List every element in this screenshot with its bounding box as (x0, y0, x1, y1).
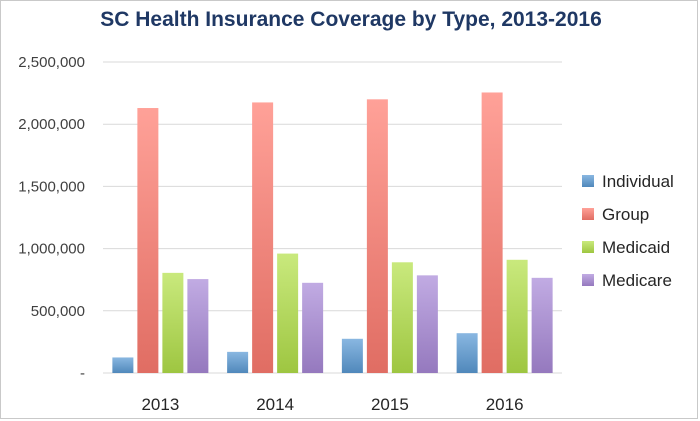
chart-title: SC Health Insurance Coverage by Type, 20… (100, 8, 602, 31)
bar-group-2015 (366, 99, 388, 373)
y-tick-label: 2,500,000 (18, 54, 85, 71)
y-tick-label: 1,500,000 (18, 178, 85, 195)
bar-group-2016 (481, 92, 503, 373)
legend-label-medicare: Medicare (602, 271, 672, 290)
bar-medicaid-2015 (391, 262, 413, 373)
x-tick-label: 2014 (256, 395, 294, 414)
legend-swatch-group (582, 208, 594, 220)
x-tick-label: 2016 (486, 395, 524, 414)
bar-individual-2016 (456, 333, 478, 373)
legend-swatch-individual (582, 175, 594, 187)
legend-swatch-medicare (582, 274, 594, 286)
bar-individual-2015 (341, 338, 363, 373)
legend-label-group: Group (602, 205, 649, 224)
bar-medicaid-2014 (277, 253, 299, 373)
bar-individual-2013 (112, 357, 134, 373)
x-tick-label: 2015 (371, 395, 409, 414)
x-tick-label: 2013 (141, 395, 179, 414)
legend-label-medicaid: Medicaid (602, 238, 670, 257)
y-tick-label: 2,000,000 (18, 116, 85, 133)
bar-medicare-2014 (302, 282, 324, 373)
bar-individual-2014 (227, 351, 249, 373)
bar-medicare-2015 (416, 275, 438, 373)
bar-medicaid-2016 (506, 259, 528, 373)
y-tick-label: - (80, 365, 85, 382)
bar-group-2014 (252, 102, 274, 374)
bar-medicare-2013 (187, 279, 209, 373)
y-tick-label: 1,000,000 (18, 241, 85, 258)
bar-group-2013 (137, 108, 159, 373)
legend-label-individual: Individual (602, 172, 674, 191)
bar-medicaid-2013 (162, 272, 184, 373)
legend-swatch-medicaid (582, 241, 594, 253)
bar-medicare-2016 (531, 277, 553, 373)
y-tick-label: 500,000 (31, 303, 85, 320)
